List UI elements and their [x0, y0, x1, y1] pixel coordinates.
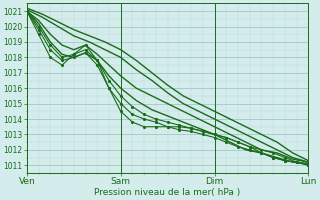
X-axis label: Pression niveau de la mer( hPa ): Pression niveau de la mer( hPa ) [94, 188, 241, 197]
